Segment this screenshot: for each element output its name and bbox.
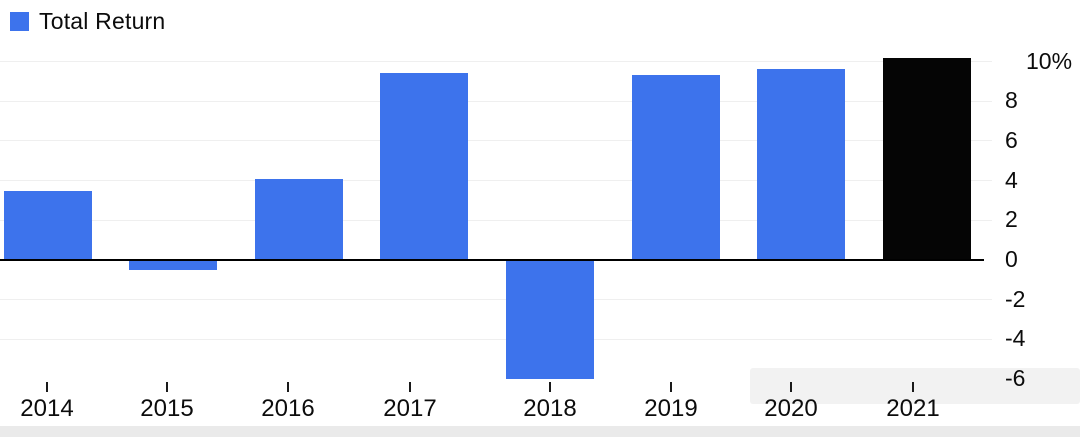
y-label-2: 2 [1005, 206, 1018, 233]
gridline-2 [0, 219, 992, 221]
x-label-2018: 2018 [523, 395, 577, 422]
y-label-10: 10% [1026, 47, 1073, 74]
bar-2018 [506, 260, 594, 380]
y-label-8: 8 [1005, 87, 1018, 114]
y-label-4: 4 [1005, 166, 1018, 193]
y-label--4: -4 [1005, 325, 1026, 352]
bar-2015 [128, 260, 217, 270]
x-tick-2018 [548, 382, 552, 392]
faded-band-bottom [0, 426, 1080, 437]
x-label-2020: 2020 [764, 395, 818, 422]
x-tick-2014 [45, 382, 49, 392]
y-label-6: 6 [1005, 126, 1018, 153]
x-label-2016: 2016 [261, 395, 315, 422]
gridline--4 [0, 338, 992, 340]
y-label--6: -6 [1005, 365, 1026, 392]
x-label-2015: 2015 [140, 395, 194, 422]
gridline-8 [0, 100, 992, 102]
legend: Total Return [10, 7, 165, 35]
faded-band-right [750, 368, 1080, 404]
gridline--2 [0, 299, 992, 301]
x-label-2017: 2017 [383, 395, 437, 422]
x-tick-2017 [408, 382, 412, 392]
bar-2016 [255, 178, 343, 260]
x-label-2021: 2021 [886, 395, 940, 422]
x-tick-2016 [286, 382, 290, 392]
x-tick-2015 [165, 382, 169, 392]
bar-2019 [631, 75, 720, 260]
x-tick-2019 [669, 382, 673, 392]
x-tick-2020 [789, 382, 793, 392]
gridline-6 [0, 140, 992, 142]
bar-2020 [757, 69, 845, 260]
x-label-2014: 2014 [20, 395, 74, 422]
gridline-4 [0, 180, 992, 182]
x-label-2019: 2019 [644, 395, 698, 422]
bar-2017 [380, 73, 468, 260]
bar-2021 [882, 57, 971, 260]
x-tick-2021 [911, 382, 915, 392]
x-axis-line [0, 258, 984, 261]
legend-swatch-icon [10, 11, 29, 31]
y-label--2: -2 [1005, 285, 1026, 312]
y-label-0: 0 [1005, 245, 1018, 272]
gridline-10 [0, 61, 992, 62]
bar-2014 [3, 190, 92, 260]
legend-label: Total Return [39, 7, 166, 34]
